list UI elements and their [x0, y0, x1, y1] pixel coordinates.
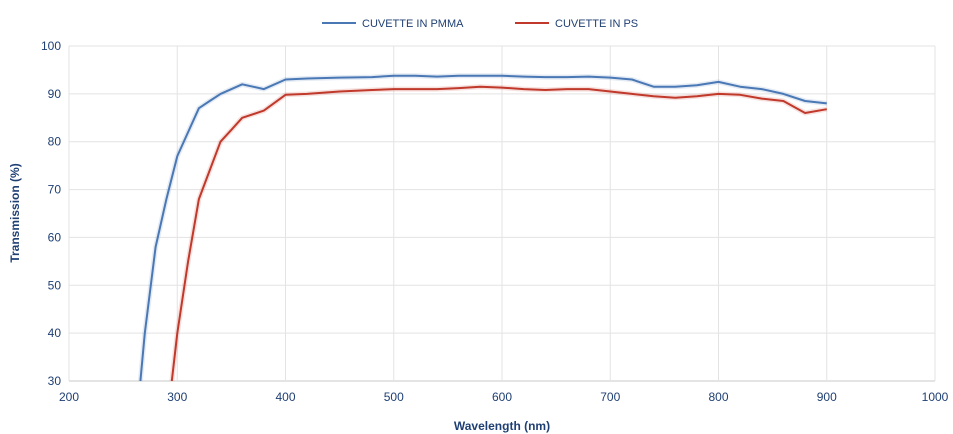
y-tick-label: 40 — [48, 326, 62, 340]
data-series — [137, 73, 828, 382]
y-tick-label: 50 — [48, 278, 62, 292]
x-tick-label: 700 — [600, 390, 620, 404]
y-tick-label: 30 — [48, 374, 62, 388]
x-tick-label: 600 — [492, 390, 512, 404]
x-axis-title: Wavelength (nm) — [454, 419, 550, 433]
y-tick-label: 60 — [48, 230, 62, 244]
y-tick-label: 70 — [48, 183, 62, 197]
legend: CUVETTE IN PMMA CUVETTE IN PS — [322, 18, 638, 30]
gridlines — [68, 45, 936, 382]
x-tick-label: 800 — [708, 390, 728, 404]
series-band-1 — [169, 84, 828, 382]
x-tick-label: 300 — [167, 390, 187, 404]
legend-label-ps: CUVETTE IN PS — [555, 18, 638, 30]
x-tick-label: 1000 — [922, 390, 949, 404]
x-tick-label: 200 — [59, 390, 79, 404]
tick-labels: 30 40 50 60 70 80 90 100 200 300 400 500 600 700 800 90… — [41, 39, 949, 404]
legend-label-pmma: CUVETTE IN PMMA — [362, 18, 464, 30]
y-tick-label: 90 — [48, 87, 62, 101]
x-tick-label: 400 — [275, 390, 295, 404]
y-tick-label: 80 — [48, 135, 62, 149]
series-line-1 — [170, 85, 827, 382]
x-tick-label: 900 — [817, 390, 837, 404]
series-line-0 — [139, 74, 827, 382]
x-tick-label: 500 — [384, 390, 404, 404]
y-tick-label: 100 — [41, 39, 61, 53]
series-band-0 — [137, 73, 828, 382]
y-axis-title: Transmission (%) — [8, 163, 22, 262]
